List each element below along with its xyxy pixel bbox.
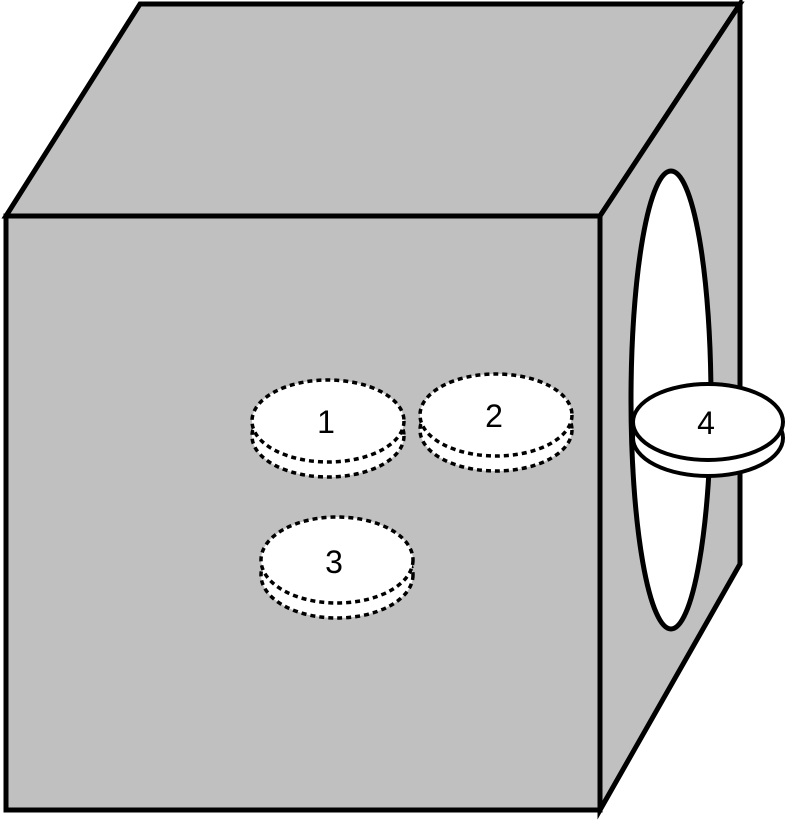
coin-3-label: 3 <box>325 544 343 580</box>
coin-1-top <box>250 378 406 464</box>
cube <box>1 0 745 820</box>
coin-4-top <box>631 382 785 462</box>
coin-2: 2 <box>418 372 574 473</box>
coin-4-label: 4 <box>697 405 715 441</box>
coin-1: 1 <box>250 378 406 479</box>
coin-2-label: 2 <box>485 398 503 434</box>
coin-1-label: 1 <box>317 404 335 440</box>
coin-2-top <box>418 372 574 458</box>
coin-3: 3 <box>259 515 415 620</box>
cube-front-face <box>3 213 603 813</box>
coin-3-top <box>259 515 415 605</box>
coin-4: 4 <box>631 382 785 478</box>
